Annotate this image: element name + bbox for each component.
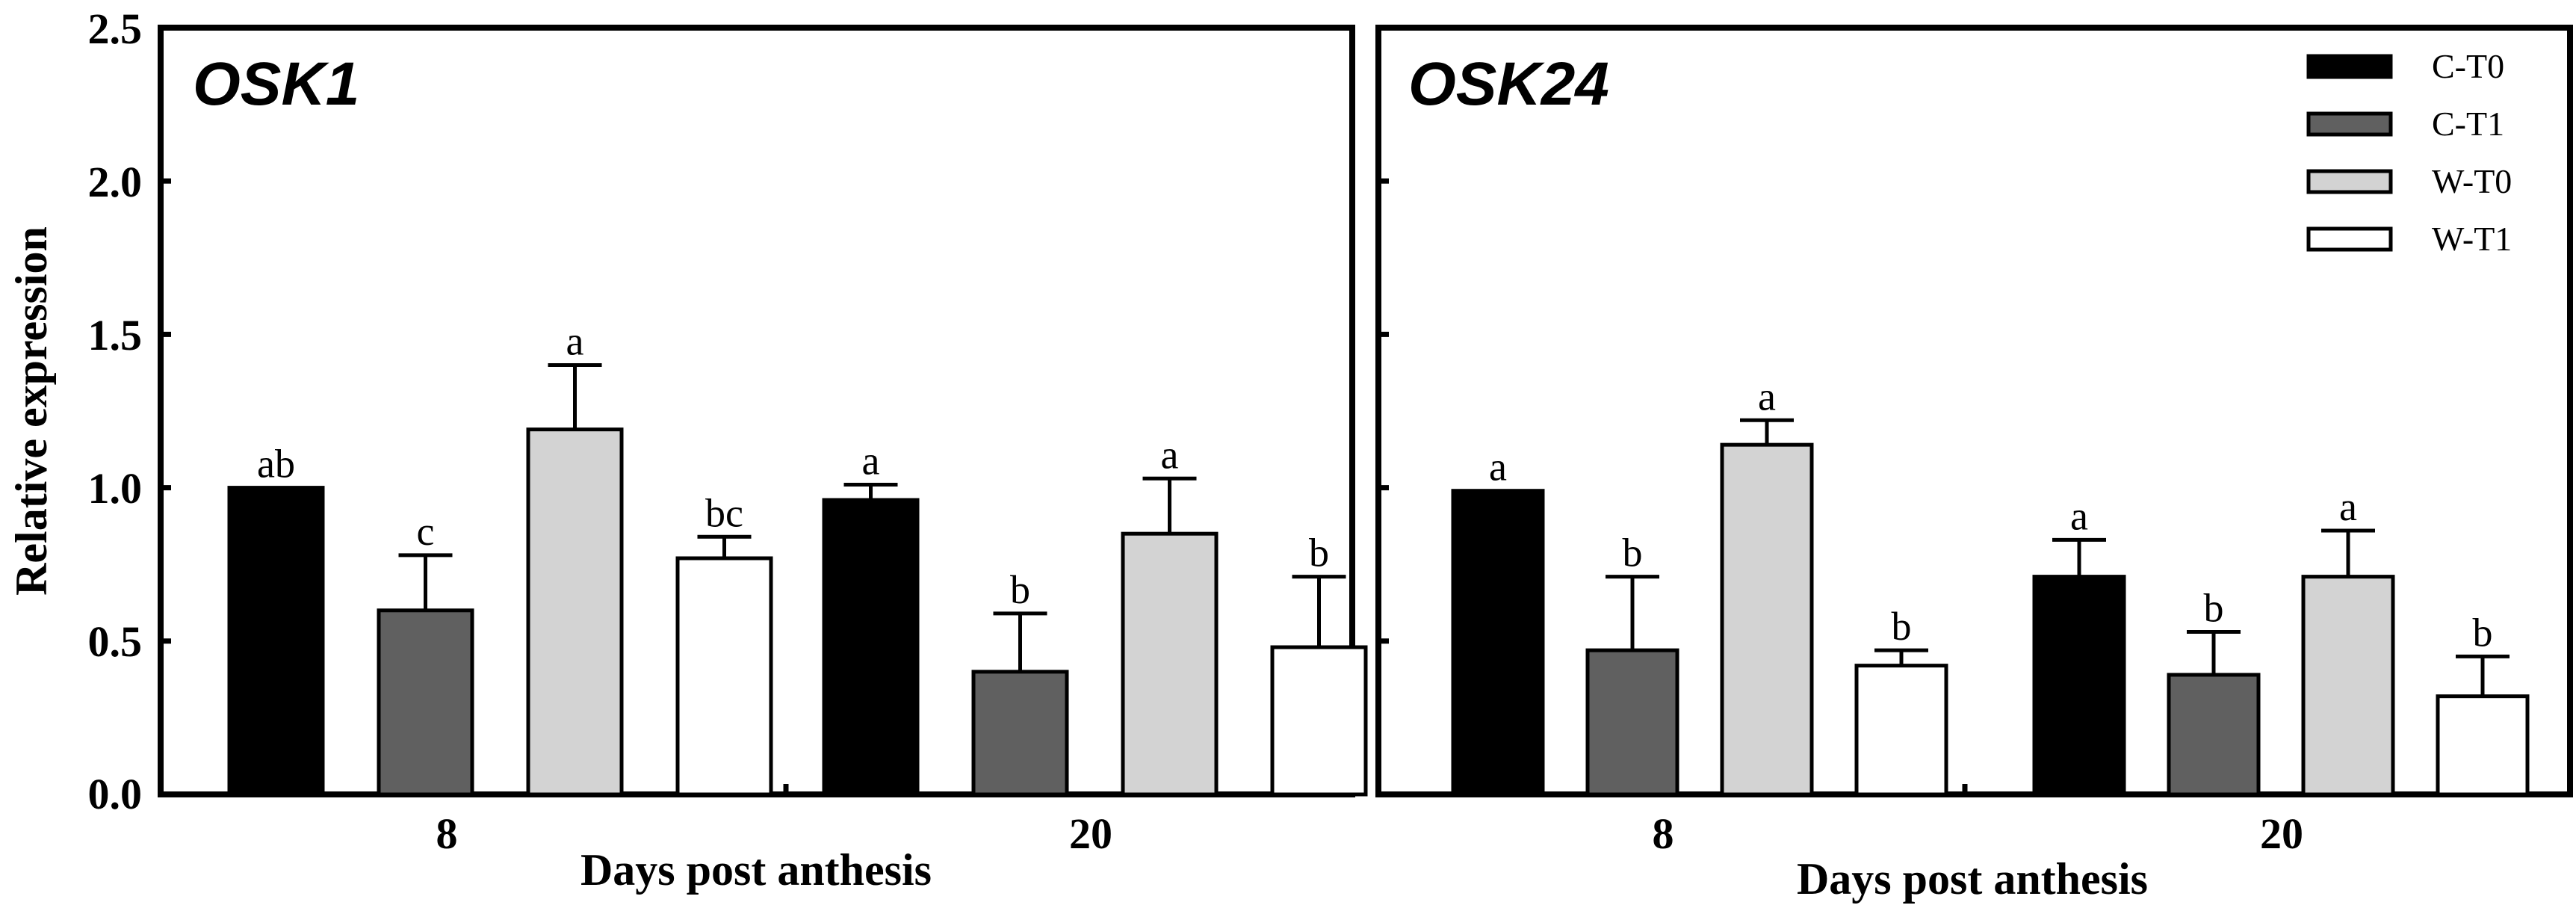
x-tick-label: 20 [1069, 809, 1112, 858]
x-axis-title: Days post anthesis [1797, 854, 2148, 904]
significance-label: a [566, 318, 584, 363]
significance-label: ab [257, 442, 295, 487]
bar-w-t0-8 [1720, 442, 1814, 797]
significance-label: b [2204, 585, 2224, 630]
panel-osk1: OSK1 Relative expression Days post anthe… [7, 4, 1368, 895]
bar-w-t0-20 [1121, 531, 1219, 797]
y-tick-label: 2.5 [88, 4, 143, 53]
panel-osk24: OSK24 Days post anthesis 8 20 a b a b a b a b C… [1375, 25, 2573, 904]
legend: C-T0 C-T1 W-T0 W-T1 [2306, 47, 2512, 258]
legend-swatch-w-t1 [2306, 226, 2393, 252]
plot-frame [1375, 25, 2573, 797]
y-tick-label: 0.0 [88, 770, 143, 818]
bar-c-t0-8 [227, 486, 325, 797]
bar-c-t0-20 [2032, 575, 2126, 797]
bar-w-t1-8 [675, 556, 773, 797]
significance-label: a [1161, 432, 1179, 477]
bar-w-t0-20 [2301, 575, 2395, 797]
bar-w-t1-20 [2436, 694, 2530, 797]
bar-w-t1-8 [1854, 664, 1948, 797]
significance-label: b [1892, 604, 1912, 649]
bar-c-t0-8 [1451, 489, 1545, 797]
significance-label: b [1010, 567, 1030, 612]
panel-title: OSK1 [193, 50, 359, 118]
bar-c-t1-8 [1585, 648, 1679, 797]
legend-label: W-T1 [2432, 220, 2512, 258]
y-tick-labels: 0.0 0.5 1.0 1.5 2.0 2.5 [88, 4, 143, 818]
bars: a b a b a b a b [1378, 25, 2530, 797]
significance-label: b [2473, 610, 2493, 655]
panel-title: OSK24 [1408, 50, 1609, 118]
significance-label: a [2339, 484, 2357, 529]
y-tick-label: 1.0 [88, 464, 143, 513]
significance-label: a [1489, 445, 1507, 490]
significance-label: a [2070, 493, 2088, 538]
x-tick-label: 8 [1653, 809, 1674, 858]
significance-label: a [862, 438, 880, 483]
x-axis-title: Days post anthesis [580, 845, 932, 895]
legend-label: C-T0 [2432, 47, 2504, 85]
significance-label: a [1758, 374, 1776, 419]
significance-label: b [1309, 531, 1329, 575]
significance-label: c [417, 509, 435, 554]
legend-swatch-w-t0 [2306, 169, 2393, 194]
y-axis-title: Relative expression [7, 226, 56, 596]
x-tick-label: 8 [436, 809, 458, 858]
x-tick-label: 20 [2260, 809, 2303, 858]
bar-w-t1-20 [1270, 645, 1368, 797]
bar-c-t1-8 [377, 608, 474, 797]
legend-swatch-c-t1 [2306, 111, 2393, 137]
legend-label: W-T0 [2432, 162, 2512, 200]
bar-c-t1-20 [2167, 673, 2261, 797]
legend-label: C-T1 [2432, 105, 2504, 143]
significance-label: bc [705, 490, 743, 535]
y-tick-label: 1.5 [88, 311, 143, 359]
y-tick-label: 0.5 [88, 617, 143, 666]
bar-c-t0-20 [822, 498, 920, 797]
legend-swatch-c-t0 [2306, 54, 2393, 79]
bar-c-t1-20 [971, 670, 1069, 797]
y-tick-label: 2.0 [88, 158, 143, 206]
significance-label: b [1623, 531, 1643, 575]
bar-w-t0-8 [526, 427, 624, 797]
